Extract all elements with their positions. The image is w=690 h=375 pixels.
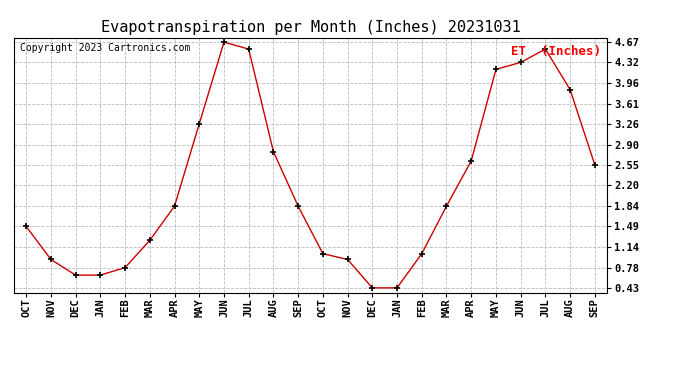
Text: ET  (Inches): ET (Inches) xyxy=(511,45,601,58)
Text: Copyright 2023 Cartronics.com: Copyright 2023 Cartronics.com xyxy=(20,43,190,52)
Title: Evapotranspiration per Month (Inches) 20231031: Evapotranspiration per Month (Inches) 20… xyxy=(101,20,520,35)
